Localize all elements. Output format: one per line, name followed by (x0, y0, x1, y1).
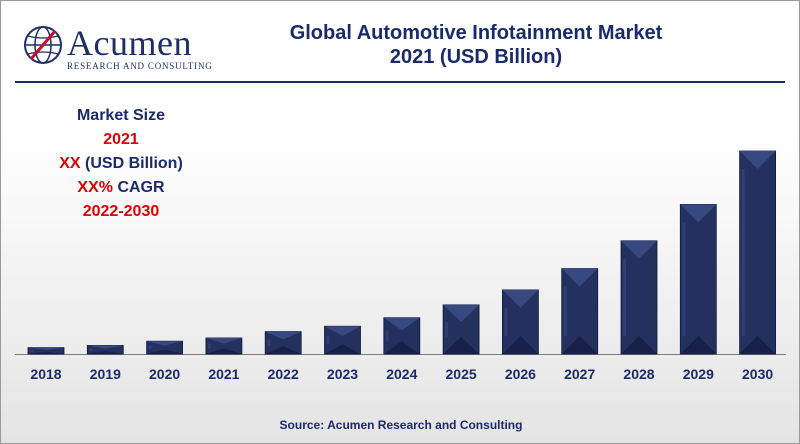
acumen-logo: Acumen RESEARCH AND CONSULTING (23, 23, 212, 73)
bar-2030 (739, 150, 776, 355)
bar-2025 (442, 304, 480, 355)
bar-2024 (383, 317, 421, 355)
market-size-label: Market Size (76, 107, 166, 124)
title-divider (15, 81, 785, 83)
source-note: Source: Acumen Research and Consulting (279, 418, 523, 432)
tick-label-2023: 2023 (327, 366, 358, 382)
market-size-box: Market Size 2021 XX (USD Billion) XX% CA… (31, 104, 211, 224)
chart-title: Global Automotive Infotainment Market 20… (231, 21, 721, 69)
bar-2023 (324, 325, 361, 355)
tick-label-2028: 2028 (623, 366, 654, 382)
brand-tagline: RESEARCH AND CONSULTING (67, 61, 213, 71)
chart-title-line1: Global Automotive Infotainment Market (289, 22, 663, 44)
bar-2029 (679, 204, 717, 355)
market-size-value-placeholder: XX (59, 155, 81, 172)
cagr-line: XX% CAGR (31, 176, 211, 200)
bar-2020 (146, 340, 184, 355)
market-size-year: 2021 (103, 131, 139, 148)
tick-label-2027: 2027 (564, 366, 595, 382)
tick-label-2030: 2030 (742, 366, 773, 382)
brand-name: Acumen (67, 23, 192, 63)
tick-label-2025: 2025 (446, 366, 477, 382)
market-size-value: XX (USD Billion) (31, 152, 211, 176)
tick-label-2024: 2024 (386, 366, 417, 382)
globe-icon (24, 26, 62, 64)
market-size-unit: (USD Billion) (80, 155, 183, 172)
tick-label-2021: 2021 (208, 366, 239, 382)
tick-label-2020: 2020 (149, 366, 180, 382)
bar-2028 (620, 240, 658, 355)
bar-2022 (264, 331, 302, 355)
bar-2026 (501, 289, 539, 355)
tick-label-2019: 2019 (90, 366, 121, 382)
forecast-period: 2022-2030 (82, 203, 160, 220)
cagr-placeholder: XX% (77, 179, 113, 196)
bar-2018 (27, 347, 65, 355)
bar-2021 (205, 337, 243, 355)
bar-2019 (86, 345, 124, 355)
cagr-label: CAGR (113, 179, 165, 196)
chart-title-line2: 2021 (USD Billion) (389, 46, 563, 68)
bar-2027 (561, 268, 599, 355)
tick-label-2018: 2018 (30, 366, 61, 382)
tick-label-2026: 2026 (505, 366, 536, 382)
tick-label-2022: 2022 (268, 366, 299, 382)
tick-label-2029: 2029 (683, 366, 714, 382)
